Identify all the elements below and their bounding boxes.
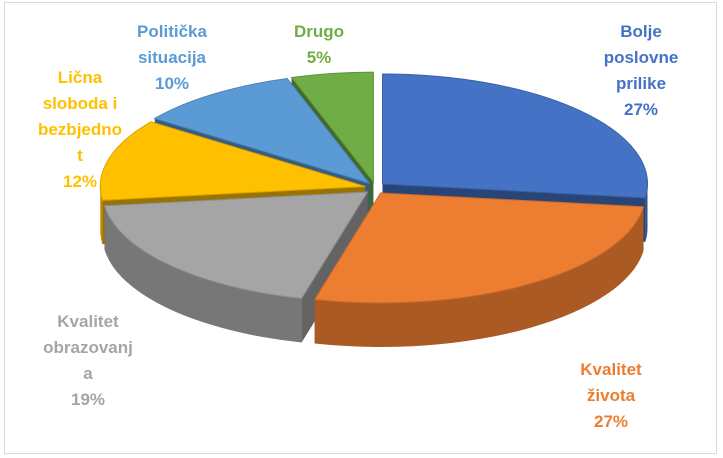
label-kvalitet-zivota: Kvalitet života 27% (580, 360, 642, 431)
label-kvalitet-obrazovanja: Kvalitet obrazovanj a 19% (43, 312, 133, 409)
slice-side-bolje-poslovne-prilike (645, 184, 648, 242)
slice-politika-situacija (153, 77, 371, 185)
slice-kvalitet-ivota (313, 192, 645, 304)
slice-kvalitet-obrazovanj-a (103, 191, 369, 300)
slice-drugo (290, 71, 374, 184)
label-bolje-poslovne-prilike: Bolje poslovne prilike 27% (603, 22, 679, 119)
slice-side-lina-slobodai-bezbjedno-t (100, 186, 103, 245)
pie-chart (99, 71, 648, 347)
slice-side-kvalitet-ivota (314, 206, 644, 347)
slice-side-kvalitet-obrazovanj-a (104, 205, 302, 343)
slice-lina-slobodai-bezbjedno-t (99, 121, 366, 201)
slice-bolje-poslovne-prilike (382, 73, 648, 199)
label-licna-sloboda: Lična sloboda i bezbjedno t 12% (37, 68, 123, 191)
label-drugo: Drugo 5% (293, 22, 345, 67)
label-politicka-situacija: Politička situacija 10% (137, 22, 207, 93)
chart-area: Bolje poslovne prilike 27% Kvalitet živo… (4, 2, 717, 454)
